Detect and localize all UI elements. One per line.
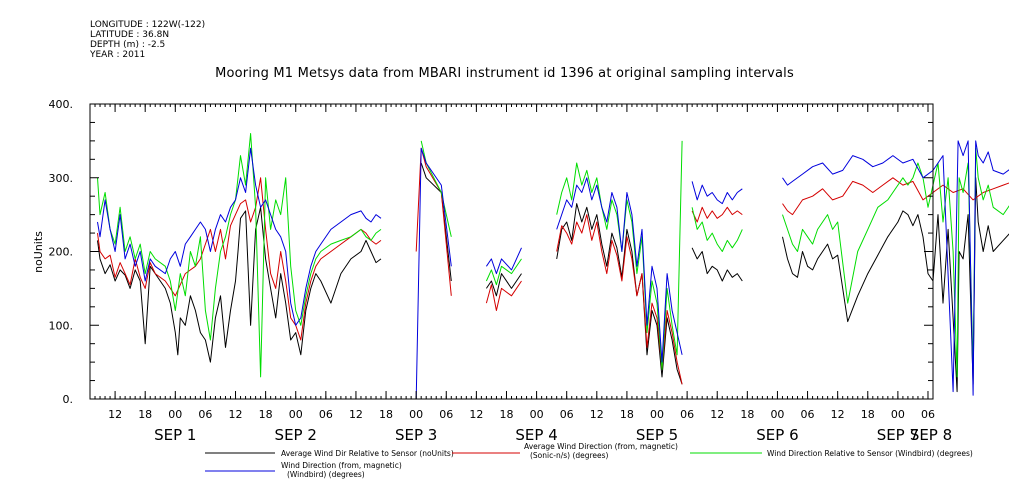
x-date-label: SEP 5: [636, 426, 678, 444]
series-2: [97, 147, 1009, 385]
meta-latitude: LATITUDE : 36.8N: [90, 30, 170, 40]
series-line: [97, 147, 382, 326]
x-date-label: SEP 1: [154, 426, 196, 444]
x-tick-label: 06: [319, 408, 333, 421]
series-layer: [97, 133, 1009, 400]
x-tick-label: 00: [770, 408, 784, 421]
series-line: [556, 203, 683, 385]
metadata-block: LONGITUDE : 122W(-122) LATITUDE : 36.8N …: [90, 20, 205, 60]
series-line: [691, 206, 743, 223]
legend: Average Wind Dir Relative to Sensor (noU…: [205, 442, 973, 479]
x-tick-label: 12: [831, 408, 845, 421]
x-date-label: SEP 2: [275, 426, 317, 444]
x-tick-label: 12: [108, 408, 122, 421]
series-line: [556, 177, 683, 363]
x-tick-label: 00: [409, 408, 423, 421]
x-tick-label: 06: [560, 408, 574, 421]
series-line: [485, 280, 522, 311]
y-tick-label: 400.: [49, 98, 74, 111]
series-line: [782, 140, 1009, 396]
series-1: [97, 162, 1009, 393]
x-tick-label: 06: [801, 408, 815, 421]
x-tick-label: 06: [921, 408, 935, 421]
legend-item: Wind Direction Relative to Sensor (Windb…: [690, 449, 973, 458]
series-4: [97, 140, 1009, 400]
x-tick-label: 18: [740, 408, 754, 421]
x-tick-label: 18: [499, 408, 513, 421]
x-date-label: SEP 6: [756, 426, 798, 444]
x-tick-label: 00: [168, 408, 182, 421]
y-axis-label: noUnits: [32, 231, 45, 273]
x-tick-label: 18: [861, 408, 875, 421]
legend-item: Wind Direction (from, magnetic)(Windbird…: [205, 461, 402, 479]
series-line: [97, 177, 382, 341]
series-3: [97, 133, 1009, 378]
series-line: [97, 206, 382, 363]
x-date-label: SEP 4: [515, 426, 557, 444]
x-date-label: SEP 8: [910, 426, 952, 444]
legend-label-cont: (Sonic-n/s) (degrees): [530, 451, 609, 460]
chart-title: Mooring M1 Metsys data from MBARI instru…: [215, 66, 794, 81]
series-line: [420, 162, 452, 282]
x-tick-label: 00: [289, 408, 303, 421]
x-date-label: SEP 7: [877, 426, 919, 444]
y-tick-label: 200.: [49, 246, 74, 259]
meta-longitude: LONGITUDE : 122W(-122): [90, 20, 206, 30]
x-tick-label: 06: [439, 408, 453, 421]
x-tick-label: 18: [620, 408, 634, 421]
series-line: [691, 207, 743, 252]
series-line: [691, 247, 743, 282]
x-tick-label: 00: [650, 408, 664, 421]
x-tick-label: 12: [469, 408, 483, 421]
series-line: [556, 214, 683, 385]
series-line: [415, 147, 452, 400]
x-tick-label: 06: [680, 408, 694, 421]
x-tick-label: 06: [198, 408, 212, 421]
legend-label: Average Wind Direction (from, magnetic): [524, 442, 678, 451]
legend-item: Average Wind Direction (from, magnetic)(…: [452, 442, 678, 460]
y-tick-label: 100.: [49, 319, 74, 332]
series-line: [691, 181, 743, 205]
series-line: [485, 273, 522, 297]
x-tick-label: 12: [349, 408, 363, 421]
series-line: [485, 258, 522, 286]
legend-label: Average Wind Dir Relative to Sensor (noU…: [281, 449, 454, 458]
y-tick-label: 300.: [49, 172, 74, 185]
x-tick-label: 18: [259, 408, 273, 421]
meta-depth: DEPTH (m) : -2.5: [90, 40, 166, 50]
series-line: [97, 133, 382, 378]
series-line: [420, 140, 452, 237]
x-tick-label: 00: [530, 408, 544, 421]
y-tick-label: 0.: [63, 393, 74, 406]
legend-label: Wind Direction Relative to Sensor (Windb…: [767, 449, 973, 458]
legend-item: Average Wind Dir Relative to Sensor (noU…: [205, 449, 454, 458]
legend-label: Wind Direction (from, magnetic): [281, 461, 402, 470]
x-date-label: SEP 3: [395, 426, 437, 444]
x-tick-label: 00: [891, 408, 905, 421]
x-tick-label: 12: [590, 408, 604, 421]
series-line: [415, 147, 452, 296]
x-tick-label: 18: [379, 408, 393, 421]
x-tick-label: 12: [229, 408, 243, 421]
meta-year: YEAR : 2011: [90, 50, 146, 60]
legend-label-cont: (Windbird) (degrees): [287, 470, 365, 479]
series-line: [782, 177, 1009, 216]
x-tick-label: 18: [138, 408, 152, 421]
tick-layer: 12 18 00 06 12 18 00 06 12 18 00 06 12 18 00 06 12 18 00 06…: [49, 98, 953, 444]
series-line: [485, 247, 522, 275]
x-tick-label: 12: [710, 408, 724, 421]
plot-frame: [89, 103, 934, 400]
